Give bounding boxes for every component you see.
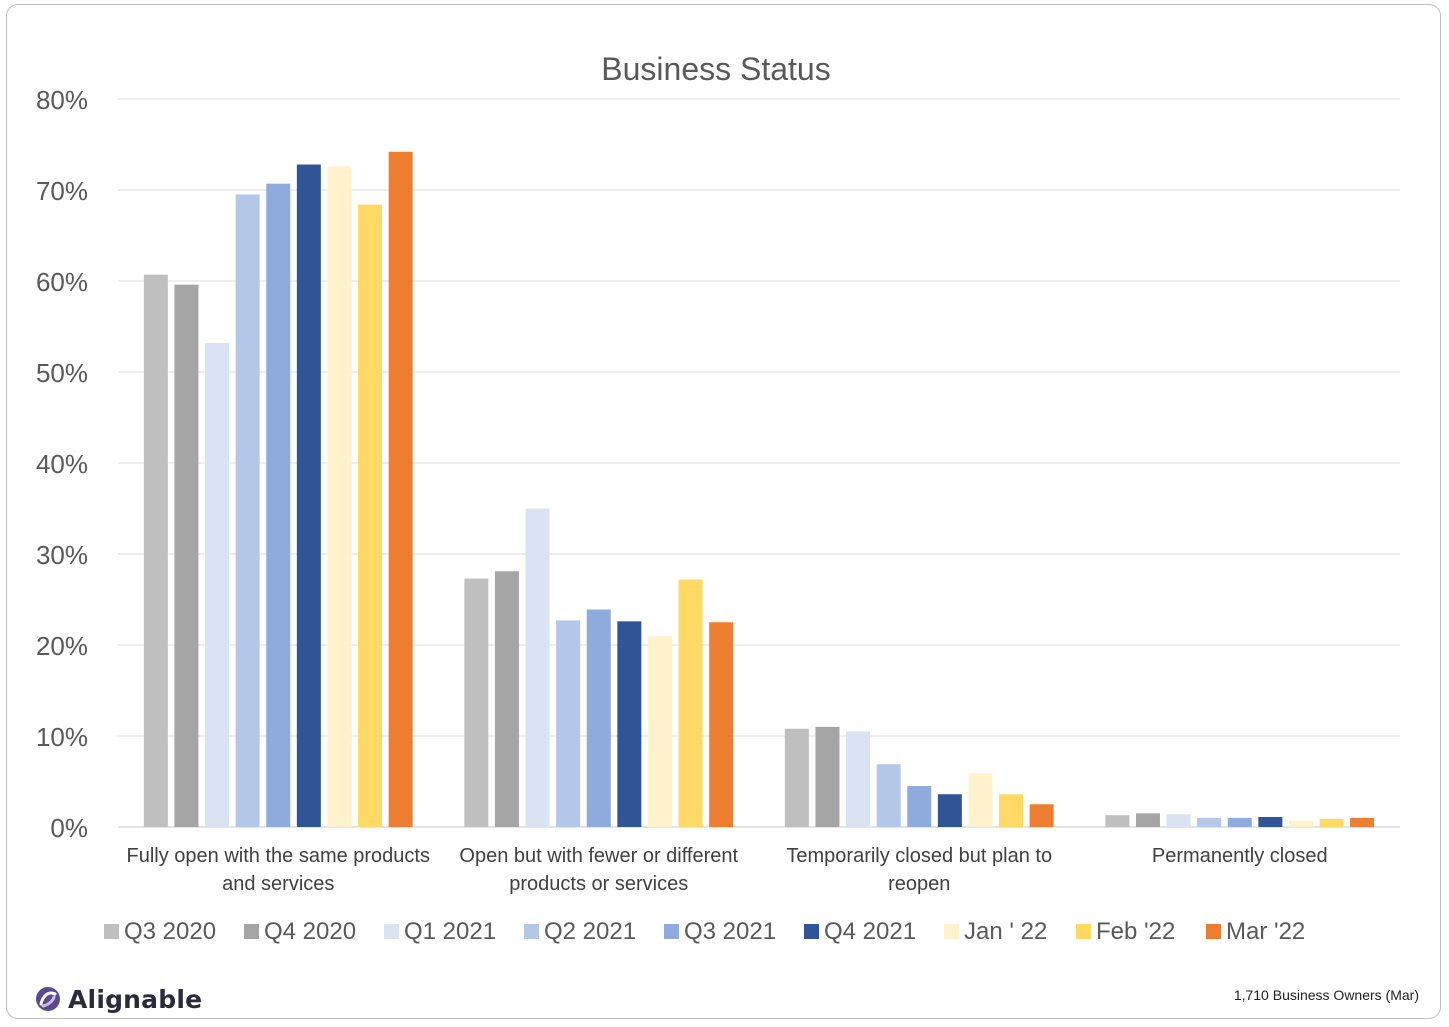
y-tick-label: 70%	[36, 176, 88, 206]
bar	[1319, 818, 1344, 827]
alignable-logo-icon	[36, 987, 60, 1011]
legend-label: Feb '22	[1096, 918, 1175, 945]
legend-swatch	[944, 924, 959, 939]
bar	[1197, 817, 1222, 827]
x-category-label: Permanently closed	[1152, 845, 1328, 867]
legend-label: Q2 2021	[544, 918, 636, 945]
legend-swatch	[244, 924, 259, 939]
y-tick-label: 50%	[36, 358, 88, 388]
legend-label: Q4 2020	[264, 918, 356, 945]
legend-swatch	[804, 924, 819, 939]
bar	[815, 726, 840, 827]
legend-swatch	[1076, 924, 1091, 939]
x-category-label: Open but with fewer or different	[459, 845, 738, 867]
legend-swatch	[384, 924, 399, 939]
legend-label: Q4 2021	[824, 918, 916, 945]
bar	[1166, 814, 1191, 827]
x-category-label: Temporarily closed but plan to	[786, 845, 1052, 867]
bar	[525, 508, 550, 827]
bar	[846, 731, 871, 827]
bar	[235, 194, 260, 828]
legend-label: Mar '22	[1226, 918, 1305, 945]
bar	[999, 794, 1024, 827]
legend-swatch	[104, 924, 119, 939]
legend-label: Q1 2021	[404, 918, 496, 945]
legend-swatch	[524, 924, 539, 939]
legend-label: Q3 2020	[124, 918, 216, 945]
footnote: 1,710 Business Owners (Mar)	[1233, 987, 1419, 1003]
legend: Q3 2020 Q4 2020 Q1 2021 Q2 2021 Q3 2021 Q4 20…	[104, 918, 1305, 945]
bar	[1258, 816, 1283, 827]
y-axis: 0% 10% 20% 30% 40% 50% 60% 70% 80%	[36, 85, 88, 843]
bar	[143, 274, 168, 827]
bar	[1350, 817, 1375, 827]
bar	[327, 166, 352, 828]
legend-swatch	[1206, 924, 1221, 939]
x-category-label: and services	[222, 873, 334, 895]
bar	[617, 621, 642, 827]
bar	[1135, 813, 1160, 827]
bar	[205, 342, 230, 827]
bar	[556, 620, 581, 827]
y-tick-label: 0%	[50, 813, 88, 843]
bar	[1288, 820, 1313, 827]
y-tick-label: 60%	[36, 267, 88, 297]
y-tick-label: 80%	[36, 85, 88, 115]
bar	[1029, 804, 1054, 827]
x-category-label: products or services	[509, 873, 688, 895]
y-tick-label: 10%	[36, 722, 88, 752]
bar	[876, 764, 901, 827]
bars	[143, 151, 1375, 828]
bar	[1227, 817, 1252, 827]
brand-name: Alignable	[68, 984, 203, 1014]
bar	[464, 578, 489, 827]
legend-swatch	[664, 924, 679, 939]
bar	[937, 794, 962, 827]
bar	[586, 609, 611, 827]
bar	[709, 622, 734, 827]
y-tick-label: 40%	[36, 449, 88, 479]
bar	[1105, 815, 1130, 827]
bar	[296, 164, 321, 827]
y-tick-label: 30%	[36, 540, 88, 570]
bar	[968, 773, 993, 827]
bar	[784, 728, 809, 827]
bar	[494, 571, 519, 827]
bar	[388, 151, 413, 827]
x-axis: Fully open with the same products and ser…	[127, 845, 1328, 895]
bar	[907, 786, 932, 827]
legend-label: Q3 2021	[684, 918, 776, 945]
bar	[266, 183, 291, 827]
bar	[358, 204, 383, 827]
x-category-label: Fully open with the same products	[127, 845, 431, 867]
bar	[174, 284, 199, 827]
bar	[678, 579, 703, 827]
legend-label: Jan ' 22	[964, 918, 1047, 945]
brand-logo: Alignable	[34, 982, 202, 1016]
chart-title: Business Status	[601, 51, 830, 87]
x-category-label: reopen	[888, 873, 950, 895]
y-tick-label: 20%	[36, 631, 88, 661]
bar	[647, 635, 672, 827]
